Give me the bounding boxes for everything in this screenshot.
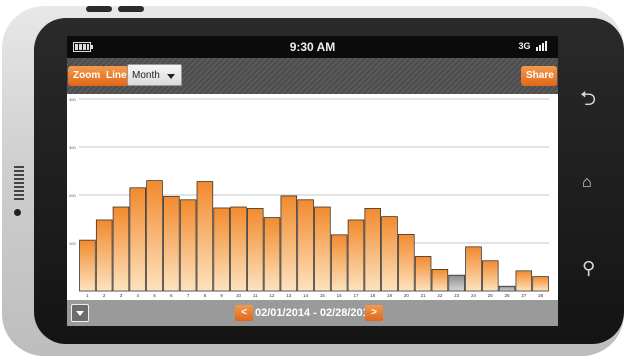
y-tick-label: 400 (69, 97, 76, 102)
x-tick-label: 4 (136, 293, 139, 298)
y-tick-label: 100 (69, 241, 76, 246)
next-range-button[interactable]: > (365, 305, 383, 321)
x-tick-label: 1 (86, 293, 89, 298)
bar-day-11[interactable] (247, 208, 264, 292)
bar-day-22[interactable] (431, 269, 449, 292)
status-bar: 9:30 AM 3G (67, 36, 558, 58)
x-tick-label: 26 (505, 293, 511, 298)
bar-day-8[interactable] (196, 181, 214, 292)
x-tick-label: 6 (170, 293, 173, 298)
x-tick-label: 3 (120, 293, 123, 298)
x-tick-label: 10 (236, 293, 242, 298)
bar-day-21[interactable] (414, 256, 432, 292)
bar-day-17[interactable] (347, 219, 365, 292)
x-tick-label: 2 (103, 293, 106, 298)
previous-range-button[interactable]: < (235, 305, 253, 321)
signal-icon (536, 41, 548, 51)
x-tick-label: 18 (370, 293, 376, 298)
bar-day-15[interactable] (314, 206, 331, 292)
bar-day-24[interactable] (465, 246, 482, 292)
date-nav-bar: < 02/01/2014 - 02/28/2014 > (67, 300, 558, 326)
zoom-button[interactable]: Zoom (68, 66, 104, 86)
line-button[interactable]: Line (101, 66, 129, 86)
x-tick-label: 20 (404, 293, 410, 298)
y-tick-label: 300 (69, 145, 76, 150)
back-icon[interactable]: ⮌ (580, 88, 597, 110)
x-tick-label: 12 (270, 293, 276, 298)
app-screen: 9:30 AM 3G Zoom Line Month Share (67, 36, 558, 326)
period-select[interactable]: Month (127, 64, 182, 86)
chevron-down-icon (167, 74, 175, 79)
x-tick-label: 17 (353, 293, 359, 298)
bar-day-9[interactable] (213, 207, 230, 292)
expand-menu-icon[interactable] (71, 304, 89, 322)
status-time: 9:30 AM (289, 40, 336, 54)
home-icon[interactable]: ⌂ (582, 174, 592, 191)
period-select-value: Month (132, 70, 160, 81)
bar-day-18[interactable] (364, 208, 381, 292)
power-button (118, 6, 144, 12)
bar-day-26[interactable] (498, 285, 516, 292)
x-tick-label: 27 (521, 293, 527, 298)
battery-icon (73, 42, 93, 52)
x-tick-label: 19 (387, 293, 393, 298)
x-tick-label: 21 (421, 293, 427, 298)
bar-day-10[interactable] (230, 206, 247, 292)
speaker-grille (14, 166, 24, 200)
bar-day-12[interactable] (263, 217, 281, 292)
bar-day-4[interactable] (129, 187, 146, 292)
x-tick-label: 11 (253, 293, 258, 298)
bar-day-27[interactable] (515, 270, 533, 292)
bar-day-2[interactable] (95, 219, 113, 292)
bar-day-25[interactable] (482, 260, 499, 292)
chart-toolbar: Zoom Line Month Share (67, 58, 558, 94)
share-button[interactable]: Share (521, 66, 557, 86)
x-tick-label: 7 (187, 293, 190, 298)
y-tick-label: 200 (69, 193, 76, 198)
bar-day-7[interactable] (179, 199, 197, 292)
bar-day-28[interactable] (532, 276, 549, 292)
search-icon[interactable]: ⚲ (582, 258, 596, 278)
x-tick-label: 9 (220, 293, 223, 298)
bar-day-16[interactable] (330, 234, 348, 292)
bar-day-14[interactable] (297, 199, 314, 292)
bar-day-5[interactable] (146, 180, 163, 292)
network-indicator: 3G (518, 41, 548, 51)
bar-day-13[interactable] (280, 195, 298, 292)
x-tick-label: 22 (437, 293, 443, 298)
x-tick-label: 25 (488, 293, 494, 298)
front-camera (14, 209, 21, 216)
date-range-label: 02/01/2014 - 02/28/2014 (255, 307, 375, 319)
x-tick-label: 14 (303, 293, 309, 298)
bar-day-6[interactable] (163, 196, 180, 292)
bar-day-3[interactable] (112, 206, 130, 292)
x-tick-label: 5 (153, 293, 156, 298)
bar-day-19[interactable] (381, 216, 398, 292)
x-tick-label: 28 (538, 293, 544, 298)
bar-day-23[interactable] (448, 274, 465, 292)
x-tick-label: 23 (454, 293, 460, 298)
bar-day-1[interactable] (79, 239, 96, 292)
x-tick-label: 8 (204, 293, 207, 298)
x-tick-label: 15 (320, 293, 326, 298)
bar-chart: 100 200 300 400 1 2 3 4 5 6 7 8 9 10 11 12 13 14 15 16 17 18 1… (67, 94, 558, 300)
x-tick-label: 24 (471, 293, 477, 298)
volume-button (86, 6, 112, 12)
bar-day-20[interactable] (398, 234, 415, 292)
network-type: 3G (518, 41, 531, 51)
x-tick-label: 16 (337, 293, 343, 298)
x-tick-label: 13 (286, 293, 292, 298)
